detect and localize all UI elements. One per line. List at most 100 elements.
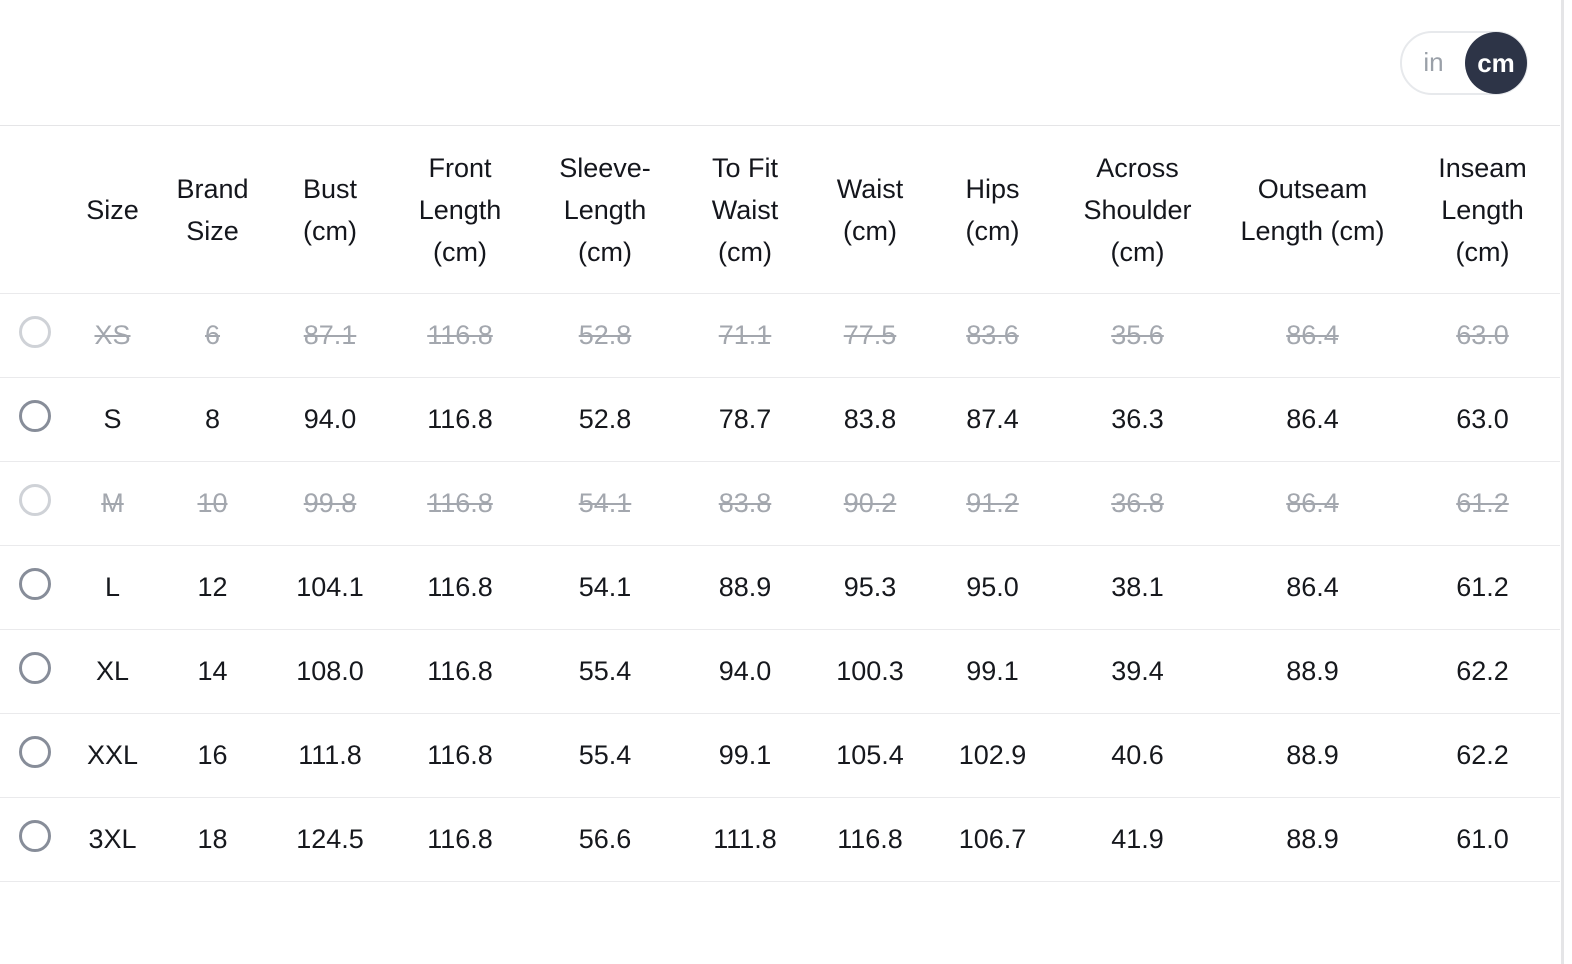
measurement-cell: 88.9 <box>1220 713 1405 798</box>
measurement-cell: 88.9 <box>1220 797 1405 882</box>
measurement-cell: 36.8 <box>1055 461 1220 546</box>
column-header: Waist (cm) <box>810 125 930 294</box>
size-cell: XXL <box>70 713 155 798</box>
measurement-cell: 105.4 <box>810 713 930 798</box>
size-cell: XS <box>70 293 155 378</box>
measurement-cell: 108.0 <box>270 629 390 714</box>
measurement-cell: 6 <box>155 293 270 378</box>
measurement-cell: 61.2 <box>1405 461 1560 546</box>
measurement-cell: 91.2 <box>930 461 1055 546</box>
measurement-cell: 90.2 <box>810 461 930 546</box>
measurement-cell: 99.1 <box>680 713 810 798</box>
table-row: XS 6 87.1 116.8 52.8 71.1 77.5 83.6 35.6 86.4 63.… <box>0 293 1560 378</box>
column-header: Brand Size <box>155 125 270 294</box>
measurement-cell: 55.4 <box>530 713 680 798</box>
radio-cell <box>0 377 70 462</box>
measurement-cell: 111.8 <box>680 797 810 882</box>
measurement-cell: 116.8 <box>390 797 530 882</box>
unit-option-in[interactable]: in <box>1423 47 1444 77</box>
measurement-cell: 95.0 <box>930 545 1055 630</box>
measurement-cell: 83.8 <box>810 377 930 462</box>
radio-cell <box>0 545 70 630</box>
header-row: Size Brand Size Bust (cm) Front Length (cm)… <box>0 125 1560 294</box>
measurement-cell: 94.0 <box>680 629 810 714</box>
table-body: XS 6 87.1 116.8 52.8 71.1 77.5 83.6 35.6 86.4 63.… <box>0 293 1560 882</box>
unit-option-cm[interactable]: cm <box>1465 31 1527 94</box>
measurement-cell: 86.4 <box>1220 293 1405 378</box>
measurement-cell: 116.8 <box>390 293 530 378</box>
measurement-cell: 56.6 <box>530 797 680 882</box>
size-radio <box>19 316 51 348</box>
measurement-cell: 78.7 <box>680 377 810 462</box>
table-row: 3XL 18 124.5 116.8 56.6 111.8 116.8 106.7 41.9 8… <box>0 797 1560 882</box>
measurement-cell: 102.9 <box>930 713 1055 798</box>
measurement-cell: 99.1 <box>930 629 1055 714</box>
measurement-cell: 63.0 <box>1405 293 1560 378</box>
size-radio[interactable] <box>19 400 51 432</box>
measurement-cell: 88.9 <box>680 545 810 630</box>
column-header: Bust (cm) <box>270 125 390 294</box>
measurement-cell: 10 <box>155 461 270 546</box>
measurement-cell: 14 <box>155 629 270 714</box>
radio-cell <box>0 713 70 798</box>
measurement-cell: 83.8 <box>680 461 810 546</box>
radio-cell <box>0 293 70 378</box>
radio-cell <box>0 461 70 546</box>
measurement-cell: 61.2 <box>1405 545 1560 630</box>
measurement-cell: 8 <box>155 377 270 462</box>
size-cell: S <box>70 377 155 462</box>
size-radio[interactable] <box>19 568 51 600</box>
measurement-cell: 62.2 <box>1405 713 1560 798</box>
measurement-cell: 54.1 <box>530 461 680 546</box>
measurement-cell: 83.6 <box>930 293 1055 378</box>
table-row: XXL 16 111.8 116.8 55.4 99.1 105.4 102.9 40.6 88… <box>0 713 1560 798</box>
table-row: XL 14 108.0 116.8 55.4 94.0 100.3 99.1 39.4 88.9… <box>0 629 1560 714</box>
column-header: Size <box>70 125 155 294</box>
measurement-cell: 35.6 <box>1055 293 1220 378</box>
column-header: Inseam Length (cm) <box>1405 125 1560 294</box>
column-header: Across Shoulder (cm) <box>1055 125 1220 294</box>
column-header: Sleeve-Length (cm) <box>530 125 680 294</box>
measurement-cell: 86.4 <box>1220 461 1405 546</box>
measurement-cell: 52.8 <box>530 377 680 462</box>
size-chart-table: Size Brand Size Bust (cm) Front Length (cm)… <box>0 125 1560 882</box>
measurement-cell: 94.0 <box>270 377 390 462</box>
measurement-cell: 12 <box>155 545 270 630</box>
measurement-cell: 106.7 <box>930 797 1055 882</box>
measurement-cell: 18 <box>155 797 270 882</box>
toolbar: in cm <box>0 0 1572 125</box>
measurement-cell: 124.5 <box>270 797 390 882</box>
measurement-cell: 104.1 <box>270 545 390 630</box>
size-cell: XL <box>70 629 155 714</box>
column-header: Front Length (cm) <box>390 125 530 294</box>
measurement-cell: 116.8 <box>390 545 530 630</box>
vertical-scrollbar[interactable] <box>1561 0 1564 964</box>
measurement-cell: 38.1 <box>1055 545 1220 630</box>
measurement-cell: 39.4 <box>1055 629 1220 714</box>
measurement-cell: 86.4 <box>1220 377 1405 462</box>
size-radio[interactable] <box>19 652 51 684</box>
size-cell: L <box>70 545 155 630</box>
size-cell: M <box>70 461 155 546</box>
measurement-cell: 111.8 <box>270 713 390 798</box>
measurement-cell: 100.3 <box>810 629 930 714</box>
table-row: S 8 94.0 116.8 52.8 78.7 83.8 87.4 36.3 86.4 63.0 <box>0 377 1560 462</box>
measurement-cell: 99.8 <box>270 461 390 546</box>
measurement-cell: 52.8 <box>530 293 680 378</box>
measurement-cell: 16 <box>155 713 270 798</box>
measurement-cell: 36.3 <box>1055 377 1220 462</box>
table-row: M 10 99.8 116.8 54.1 83.8 90.2 91.2 36.8 86.4 61.… <box>0 461 1560 546</box>
measurement-cell: 63.0 <box>1405 377 1560 462</box>
measurement-cell: 55.4 <box>530 629 680 714</box>
size-radio[interactable] <box>19 820 51 852</box>
measurement-cell: 95.3 <box>810 545 930 630</box>
radio-column-header <box>0 125 70 294</box>
measurement-cell: 77.5 <box>810 293 930 378</box>
measurement-cell: 86.4 <box>1220 545 1405 630</box>
radio-cell <box>0 797 70 882</box>
measurement-cell: 54.1 <box>530 545 680 630</box>
size-radio[interactable] <box>19 736 51 768</box>
radio-cell <box>0 629 70 714</box>
size-cell: 3XL <box>70 797 155 882</box>
